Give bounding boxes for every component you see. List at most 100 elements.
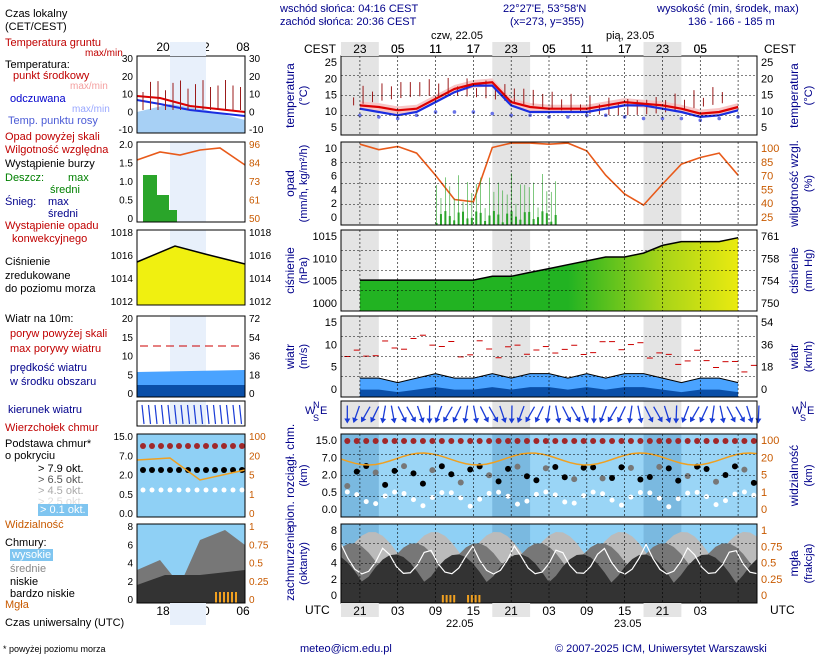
- wind-arrow: [344, 405, 351, 424]
- cloud-layer: [341, 554, 757, 603]
- legend-fog-bar: [219, 592, 221, 603]
- legend-very-low: bardzo niskie: [10, 588, 75, 600]
- legend-high: wysokie: [10, 549, 54, 561]
- wind-arrow: [690, 406, 700, 423]
- cloud-top-dot: [438, 438, 445, 444]
- cloud-base-low-dot: [486, 490, 492, 496]
- hour-top: 11: [581, 42, 594, 56]
- legend-ytick-left: 2: [127, 577, 133, 588]
- height-label: wysokość (min, środek, max): [657, 3, 799, 15]
- legend-ytick-right: 20: [249, 72, 261, 83]
- cloud-base-dot: [429, 467, 436, 474]
- wind-arrow: [709, 405, 716, 424]
- ylabel-left-unit: (oktanty): [298, 542, 310, 585]
- cloud-base-low-dot: [439, 490, 445, 496]
- cloud-top-dot: [476, 438, 483, 444]
- cloud-base-low-dot: [713, 502, 719, 508]
- wind-arrow: [426, 405, 433, 424]
- legend-snow-mid: średni: [48, 208, 78, 220]
- hour-tab: [492, 42, 531, 56]
- legend-ytick-left: 5: [127, 370, 133, 381]
- ytick-left: 6: [331, 541, 337, 553]
- ytick-right: 20: [761, 73, 773, 85]
- legend-local-time-sub: (CET/CEST): [5, 21, 67, 33]
- ytick-left: 1010: [313, 253, 337, 265]
- legend-ytick-right: 0.5: [249, 559, 263, 570]
- ytick-right: 754: [761, 276, 779, 288]
- ytick-left: 2: [331, 574, 337, 586]
- legend-wind-arrow: [186, 404, 191, 425]
- cloud-base-low-dot: [543, 489, 549, 495]
- wind-arrow: [390, 405, 397, 424]
- dew-point-dot: [566, 115, 570, 119]
- cloud-top-dot: [495, 438, 502, 444]
- cloud-top-dot: [665, 438, 672, 444]
- cloud-base-dot: [703, 466, 710, 473]
- legend-rain-bar: [143, 175, 157, 222]
- legend-ytick-right: 0.25: [249, 577, 269, 588]
- cloud-base-low-dot: [496, 489, 502, 495]
- ytick-left: 1005: [313, 276, 337, 288]
- legend-hour-tab: [170, 42, 206, 56]
- wind-arrow: [397, 406, 407, 423]
- legend-hour-tab: [170, 603, 206, 625]
- wind-arrow: [516, 405, 525, 423]
- legend-ytick-left: 2.0: [119, 140, 133, 151]
- email-link[interactable]: meteo@icm.edu.pl: [300, 643, 392, 655]
- legend-ytick-right: -10: [249, 125, 264, 136]
- compass-w: W: [792, 405, 803, 417]
- fog-bar: [470, 595, 473, 603]
- cloud-base-dot: [599, 475, 606, 482]
- ytick-right: 55: [761, 184, 773, 196]
- legend-wind-arrow: [238, 404, 243, 425]
- legend-wind-arrow: [147, 404, 152, 425]
- ylabel-left: temperatura: [283, 63, 297, 128]
- wind-arrow: [434, 405, 443, 423]
- cloud-top-dot: [627, 438, 634, 444]
- hour-top: 11: [581, 42, 594, 56]
- cloud-base-dot: [410, 470, 417, 477]
- legend-ytick-right: 36: [249, 352, 261, 363]
- ytick-right: 761: [761, 231, 779, 243]
- ytick-left: 0.0: [322, 504, 337, 516]
- wind-arrow: [699, 406, 709, 423]
- legend-wind-arrow: [167, 404, 171, 425]
- ytick-left: 0: [331, 212, 337, 224]
- wind-arrow: [443, 406, 453, 423]
- ytick-right: 1: [761, 525, 767, 537]
- legend-cloud-base-dot: [167, 467, 173, 473]
- legend-cloud-base-dot: [230, 467, 236, 473]
- legend-footnote: * powyżej poziomu morza: [3, 644, 106, 654]
- cloud-top-dot: [731, 438, 738, 444]
- legend-storm: Wystąpienie burzy: [5, 158, 95, 170]
- legend-ytick-left: 0.5: [119, 196, 133, 207]
- hour-bottom: 03: [391, 604, 405, 618]
- wind-arrow: [607, 406, 618, 423]
- hour-tab: [643, 42, 682, 56]
- legend-cloud-base-dot: [176, 467, 182, 473]
- ytick-left: 0.5: [322, 487, 337, 499]
- wind-arrow: [598, 405, 607, 423]
- sunrise-text: wschód słońca: 04:16 CEST: [280, 3, 419, 15]
- ytick-right: 0: [761, 590, 767, 602]
- compass-s: S: [313, 413, 319, 423]
- cloud-top-dot: [580, 438, 587, 444]
- legend-pressure1: Ciśnienie: [5, 256, 51, 268]
- date2-label: 23.05: [614, 618, 642, 630]
- ylabel-right: ciśnienie: [787, 247, 801, 294]
- wind-arrow: [653, 406, 663, 423]
- wind-arrow: [726, 406, 736, 423]
- hour-top: 17: [467, 42, 481, 56]
- legend-cloud-top-dot: [149, 443, 155, 449]
- ytick-left: 4: [331, 558, 337, 570]
- legend-fog-bar: [223, 592, 225, 603]
- legend-cloud-bg: [137, 434, 245, 517]
- legend-medium: średnie: [10, 563, 47, 575]
- cloud-base-low-dot: [732, 491, 738, 497]
- cloud-base-low-dot: [722, 498, 728, 504]
- ytick-left: 6: [331, 171, 337, 183]
- cloud-top-dot: [344, 438, 351, 444]
- cloud-top-dot: [694, 438, 701, 444]
- wind-arrow: [472, 405, 479, 424]
